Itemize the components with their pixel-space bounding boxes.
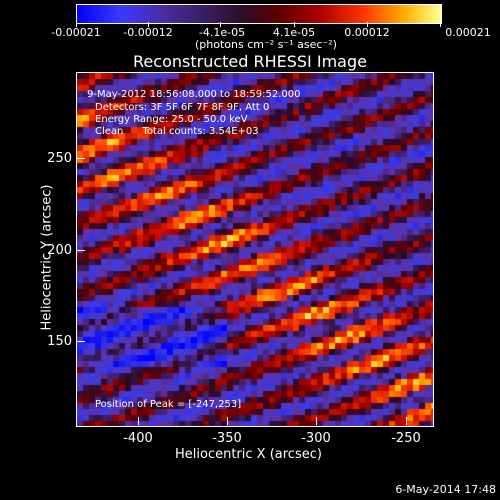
energy-range-text: Energy Range: 25.0 - 50.0 keV bbox=[95, 114, 248, 125]
x-tick-label: -250 bbox=[391, 431, 421, 446]
colorbar-tick bbox=[367, 22, 368, 27]
time-range-text: 9-May-2012 18:56:08.000 to 18:59:52.000 bbox=[87, 89, 301, 100]
heatmap-image bbox=[77, 73, 433, 426]
colorbar-tick bbox=[148, 22, 149, 27]
colorbar-tick bbox=[294, 22, 295, 27]
colorbar-label: -0.00021 bbox=[51, 26, 101, 39]
y-tick-label: 250 bbox=[47, 151, 72, 166]
colorbar-tick bbox=[440, 22, 441, 27]
colorbar-label: 0.00021 bbox=[445, 26, 491, 39]
y-axis-label: Heliocentric Y (arcsec) bbox=[39, 184, 55, 331]
y-tick-label: 150 bbox=[47, 334, 72, 349]
colorbar-label: 4.1e-05 bbox=[272, 26, 316, 39]
y-tick-mark bbox=[77, 158, 85, 159]
plot-title: Reconstructed RHESSI Image bbox=[133, 52, 367, 71]
x-axis-label: Heliocentric X (arcsec) bbox=[175, 447, 322, 462]
colorbar-label: -4.1e-05 bbox=[198, 26, 246, 39]
footer-date: 6-May-2014 17:48 bbox=[395, 483, 496, 496]
x-tick-mark bbox=[138, 417, 139, 425]
peak-position-text: Position of Peak = [-247,253] bbox=[95, 399, 242, 410]
x-tick-mark bbox=[406, 417, 407, 425]
y-tick-mark bbox=[77, 250, 85, 251]
colorbar bbox=[76, 4, 442, 24]
x-tick-label: -350 bbox=[212, 431, 242, 446]
colorbar-tick bbox=[220, 22, 221, 27]
clean-counts-text: Clean Total counts: 3.54E+03 bbox=[95, 126, 259, 137]
x-tick-mark bbox=[316, 417, 317, 425]
image-plot: 9-May-2012 18:56:08.000 to 18:59:52.000 … bbox=[76, 72, 434, 427]
x-tick-mark bbox=[227, 417, 228, 425]
x-tick-label: -300 bbox=[301, 431, 331, 446]
y-tick-label: 200 bbox=[47, 243, 72, 258]
detectors-text: Detectors: 3F 5F 6F 7F 8F 9F, Att 0 bbox=[95, 102, 270, 113]
colorbar-label: 0.00012 bbox=[344, 26, 390, 39]
colorbar-label: -0.00012 bbox=[123, 26, 173, 39]
colorbar-units: (photons cm⁻² s⁻¹ asec⁻²) bbox=[195, 38, 337, 51]
colorbar-tick bbox=[76, 22, 77, 27]
y-tick-mark bbox=[77, 341, 85, 342]
x-tick-label: -400 bbox=[123, 431, 153, 446]
